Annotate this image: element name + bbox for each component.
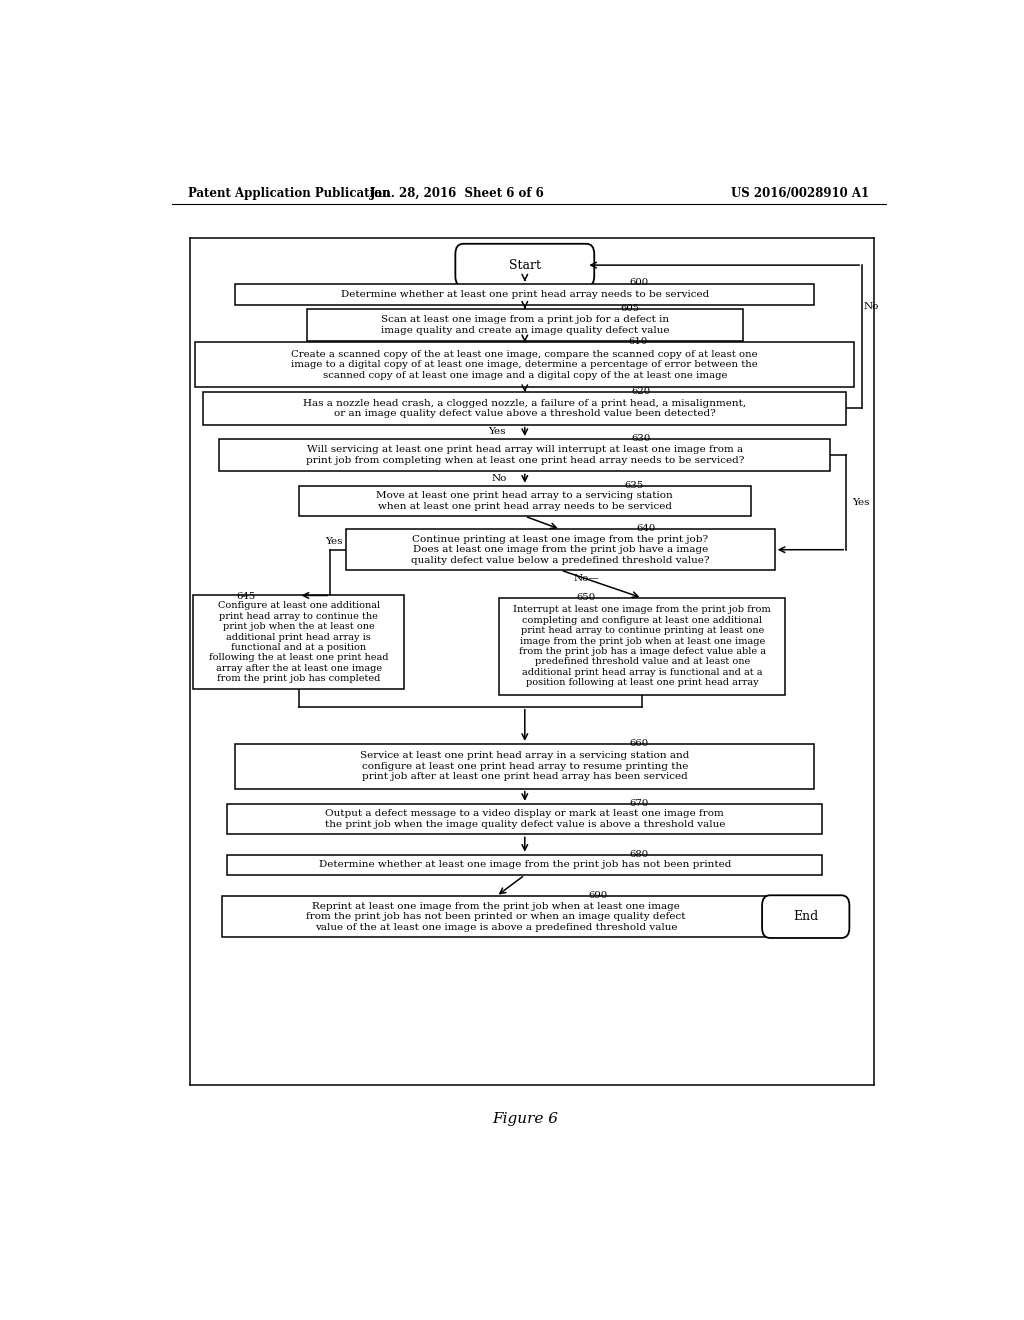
FancyBboxPatch shape: [227, 854, 822, 875]
Text: Configure at least one additional
print head array to continue the
print job whe: Configure at least one additional print …: [209, 602, 388, 684]
FancyBboxPatch shape: [306, 309, 743, 342]
Text: Yes: Yes: [852, 498, 869, 507]
Text: 610: 610: [628, 338, 647, 346]
Text: No: No: [864, 302, 880, 310]
FancyBboxPatch shape: [196, 342, 854, 387]
Text: No: No: [492, 474, 507, 483]
FancyBboxPatch shape: [346, 529, 775, 570]
Text: 645: 645: [237, 593, 256, 602]
Text: End: End: [794, 909, 818, 923]
Text: 640: 640: [636, 524, 655, 533]
Text: 690: 690: [588, 891, 607, 900]
Text: Scan at least one image from a print job for a defect in
image quality and creat: Scan at least one image from a print job…: [381, 315, 669, 335]
Text: Will servicing at least one print head array will interrupt at least one image f: Will servicing at least one print head a…: [305, 445, 744, 465]
Text: Has a nozzle head crash, a clogged nozzle, a failure of a print head, a misalign: Has a nozzle head crash, a clogged nozzl…: [303, 399, 746, 418]
Text: Yes: Yes: [326, 537, 343, 546]
Text: 660: 660: [630, 739, 648, 747]
Text: 600: 600: [630, 279, 648, 288]
FancyBboxPatch shape: [222, 896, 770, 937]
FancyBboxPatch shape: [500, 598, 785, 694]
Text: Output a defect message to a video display or mark at least one image from
the p: Output a defect message to a video displ…: [325, 809, 725, 829]
Text: Jan. 28, 2016  Sheet 6 of 6: Jan. 28, 2016 Sheet 6 of 6: [370, 187, 545, 201]
FancyBboxPatch shape: [236, 744, 814, 788]
FancyBboxPatch shape: [204, 392, 846, 425]
Text: Interrupt at least one image from the print job from
completing and configure at: Interrupt at least one image from the pr…: [513, 606, 771, 688]
FancyBboxPatch shape: [227, 804, 822, 834]
Text: US 2016/0028910 A1: US 2016/0028910 A1: [731, 187, 869, 201]
Text: Start: Start: [509, 259, 541, 272]
Text: 670: 670: [630, 799, 649, 808]
Text: Service at least one print head array in a servicing station and
configure at le: Service at least one print head array in…: [360, 751, 689, 781]
Text: Create a scanned copy of the at least one image, compare the scanned copy of at : Create a scanned copy of the at least on…: [292, 350, 758, 380]
Text: Patent Application Publication: Patent Application Publication: [187, 187, 390, 201]
Text: 680: 680: [630, 850, 648, 858]
Text: 635: 635: [624, 480, 643, 490]
FancyBboxPatch shape: [194, 595, 403, 689]
Text: Determine whether at least one print head array needs to be serviced: Determine whether at least one print hea…: [341, 290, 709, 300]
FancyBboxPatch shape: [456, 244, 594, 286]
Text: No—: No—: [573, 574, 600, 582]
Text: 605: 605: [620, 304, 639, 313]
Text: Continue printing at least one image from the print job?
Does at least one image: Continue printing at least one image fro…: [412, 535, 710, 565]
FancyBboxPatch shape: [299, 486, 751, 516]
Text: 650: 650: [577, 594, 596, 602]
FancyBboxPatch shape: [762, 895, 849, 939]
Text: Determine whether at least one image from the print job has not been printed: Determine whether at least one image fro…: [318, 861, 731, 870]
Text: 630: 630: [631, 434, 650, 442]
Text: Yes: Yes: [488, 428, 506, 437]
Text: Figure 6: Figure 6: [492, 1111, 558, 1126]
Text: 620: 620: [631, 387, 650, 396]
Text: Reprint at least one image from the print job when at least one image
from the p: Reprint at least one image from the prin…: [306, 902, 686, 932]
Text: Move at least one print head array to a servicing station
when at least one prin: Move at least one print head array to a …: [377, 491, 673, 511]
FancyBboxPatch shape: [236, 284, 814, 305]
FancyBboxPatch shape: [219, 440, 830, 471]
